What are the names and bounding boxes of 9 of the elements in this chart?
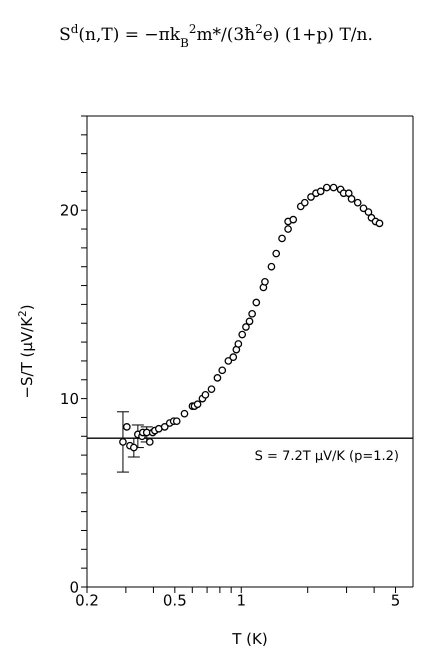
y-tick-label: 20 (60, 202, 79, 220)
x-axis-title: T (K) (231, 630, 268, 648)
annotation: S = 7.2T μV/K (p=1.2) (254, 449, 399, 464)
x-tick-label: 0.2 (75, 592, 99, 610)
x-tick-label: 0.5 (162, 592, 187, 610)
y-tick-label: 10 (60, 390, 79, 408)
chart-title: S$^{d}$(n,T) = −πk$_{B}$$^{2}$m*/(3ħ$^{2}$e) (1+p) T/n. (59, 22, 373, 50)
x-tick-label: 1 (236, 592, 246, 610)
x-tick-label: 5 (390, 592, 400, 610)
